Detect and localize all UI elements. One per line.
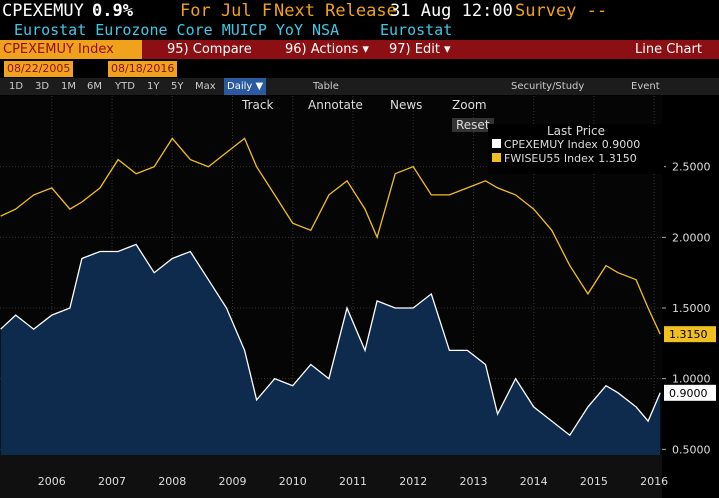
range-button[interactable]: 6M <box>87 81 102 92</box>
description-row: Eurostat Eurozone Core MUICP YoY NSA Eur… <box>0 21 719 39</box>
legend: Last Price CPEXEMUY Index 0.9000 FWISEU55 … <box>488 124 664 174</box>
x-axis-background <box>0 455 662 498</box>
x-tick-label: 2012 <box>399 475 427 488</box>
last-value-box <box>664 384 716 401</box>
area-fill <box>0 244 661 455</box>
legend-value: 1.3150 <box>598 152 637 165</box>
last: 0.9% <box>92 1 133 21</box>
edit[interactable]: 97) Edit ▾ <box>389 42 451 57</box>
range-button[interactable]: YTD <box>115 81 135 92</box>
legend-swatch <box>492 153 501 162</box>
last-value-box <box>664 326 716 343</box>
last-value-label: 0.9000 <box>669 387 708 400</box>
last-value-label: 1.3150 <box>669 328 708 341</box>
range-button[interactable]: 1M <box>61 81 76 92</box>
tool-button[interactable]: News <box>390 98 423 112</box>
legend-title: Last Price <box>546 124 606 138</box>
start-date[interactable]: 08/22/2005 <box>4 61 74 77</box>
menu-bar: CPEXEMUY Index 95) Compare 96) Actions ▾… <box>0 40 719 59</box>
legend-value: 0.9000 <box>601 138 641 151</box>
x-tick-label: 2014 <box>520 475 548 488</box>
y-tick-label: 1.5000 <box>672 302 711 315</box>
series-line <box>0 243 661 437</box>
view[interactable]: Line Chart <box>635 42 702 57</box>
security-study[interactable]: Security/Study <box>511 81 585 92</box>
date-row: 08/22/2005 08/18/2016 <box>0 61 719 77</box>
range-button[interactable]: Max <box>195 81 216 92</box>
description: Eurostat Eurozone Core MUICP YoY NSA <box>14 21 340 39</box>
x-tick-label: 2015 <box>580 475 608 488</box>
x-tick-label: 2010 <box>279 475 307 488</box>
range-button[interactable]: 5Y <box>171 81 184 92</box>
x-tick-label: 2006 <box>38 475 66 488</box>
toolbar: Daily ▼ Table Security/Study Event 1D 3D 1… <box>0 78 719 95</box>
chart-tools: Track Annotate News Zoom Reset <box>218 96 494 136</box>
x-tick-label: 2016 <box>640 475 668 488</box>
x-tick-label: 2008 <box>158 475 186 488</box>
survey: Survey -- <box>515 1 608 21</box>
event[interactable]: Event <box>631 81 660 92</box>
legend-entry: FWISEU55 Index 1.3150 <box>488 152 664 166</box>
y-tick-label: 0.5000 <box>672 443 711 456</box>
end-date[interactable]: 08/18/2016 <box>108 61 178 77</box>
tool-button[interactable]: Track <box>242 98 274 112</box>
x-tick-label: 2013 <box>459 475 487 488</box>
x-tick-label: 2009 <box>219 475 247 488</box>
release-label: Next Release <box>274 1 397 21</box>
legend-entry: CPEXEMUY Index 0.9000 <box>488 138 664 152</box>
range-button[interactable]: 3D <box>35 81 50 92</box>
x-tick-label: 2011 <box>339 475 367 488</box>
x-tick-label: 2007 <box>98 475 126 488</box>
table[interactable]: Table <box>313 81 339 92</box>
frequency[interactable]: Daily ▼ <box>224 78 267 95</box>
source: Eurostat <box>380 21 453 39</box>
ticker: CPEXEMUY <box>2 1 84 21</box>
legend-name: FWISEU55 Index <box>504 152 595 165</box>
y-tick-label: 2.0000 <box>672 231 711 244</box>
tool-button[interactable]: Reset <box>452 118 494 132</box>
period: For Jul F <box>180 1 273 21</box>
range-button[interactable]: 1Y <box>147 81 160 92</box>
title-row: CPEXEMUY 0.9% For Jul F Next Release 31 … <box>0 0 719 22</box>
range-button[interactable]: 1D <box>9 81 24 92</box>
actions[interactable]: 96) Actions ▾ <box>285 42 369 57</box>
legend-swatch <box>492 139 501 148</box>
release: 31 Aug 12:00 <box>390 1 513 21</box>
y-tick-label: 1.0000 <box>672 373 711 386</box>
y-tick-label: 2.5000 <box>672 161 711 174</box>
axis-background <box>662 96 719 498</box>
tool-button[interactable]: Annotate <box>308 98 363 112</box>
security[interactable]: CPEXEMUY Index <box>0 40 142 59</box>
series-line <box>0 137 661 335</box>
legend-name: CPEXEMUY Index <box>504 138 598 151</box>
tool-button[interactable]: Zoom <box>452 98 487 112</box>
compare[interactable]: 95) Compare <box>167 42 252 57</box>
